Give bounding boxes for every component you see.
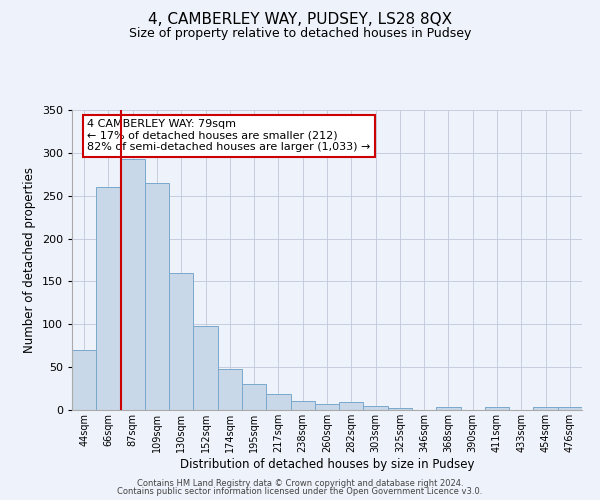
Bar [242,384,266,410]
Bar [558,408,582,410]
Text: Size of property relative to detached houses in Pudsey: Size of property relative to detached ho… [129,28,471,40]
Bar [364,406,388,410]
Bar [339,402,364,410]
Bar [485,408,509,410]
Bar [218,369,242,410]
Bar [290,402,315,410]
Bar [96,187,121,410]
Bar [72,350,96,410]
Text: 4 CAMBERLEY WAY: 79sqm
← 17% of detached houses are smaller (212)
82% of semi-de: 4 CAMBERLEY WAY: 79sqm ← 17% of detached… [88,119,371,152]
Bar [315,404,339,410]
Text: Contains HM Land Registry data © Crown copyright and database right 2024.: Contains HM Land Registry data © Crown c… [137,478,463,488]
Bar [266,394,290,410]
Bar [169,273,193,410]
Text: 4, CAMBERLEY WAY, PUDSEY, LS28 8QX: 4, CAMBERLEY WAY, PUDSEY, LS28 8QX [148,12,452,28]
Bar [388,408,412,410]
Bar [121,159,145,410]
Bar [145,183,169,410]
Bar [436,406,461,410]
X-axis label: Distribution of detached houses by size in Pudsey: Distribution of detached houses by size … [180,458,474,470]
Y-axis label: Number of detached properties: Number of detached properties [23,167,36,353]
Bar [193,326,218,410]
Text: Contains public sector information licensed under the Open Government Licence v3: Contains public sector information licen… [118,487,482,496]
Bar [533,408,558,410]
